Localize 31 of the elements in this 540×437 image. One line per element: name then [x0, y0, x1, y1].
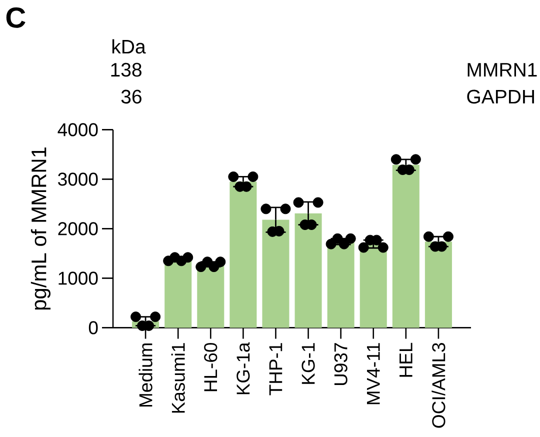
- text: kDa: [112, 39, 146, 54]
- y-tick-label: 4000: [58, 123, 98, 136]
- text: 36: [121, 90, 142, 104]
- y-tick-label: 3000: [58, 172, 98, 186]
- x-tick-label: HEL: [400, 342, 412, 377]
- x-tick-label: U937: [334, 343, 348, 386]
- bar: [327, 242, 354, 328]
- text: C: [6, 7, 26, 28]
- x-tick-label: KG-1a: [236, 342, 250, 394]
- text: GAPDH: [467, 90, 534, 104]
- x-tick-label: Kasumi1: [171, 343, 185, 413]
- bar: [360, 244, 387, 328]
- x-tick-label: THP-1: [269, 343, 282, 396]
- bar: [230, 182, 257, 328]
- x-tick-label: HL-60: [204, 342, 218, 392]
- x-tick-label: KG-1: [302, 343, 315, 384]
- y-tick-label: 0: [88, 321, 98, 334]
- bar: [294, 213, 322, 328]
- y-tick-label: 2000: [58, 222, 98, 236]
- bar: [262, 220, 290, 328]
- y-tick-label: 1000: [58, 272, 98, 285]
- text: MMRN1: [468, 63, 537, 76]
- x-tick-label: MV4-11: [366, 343, 380, 404]
- x-tick-label: Medium: [138, 343, 152, 406]
- bar: [392, 164, 420, 328]
- bar: [197, 264, 224, 328]
- text: 138: [111, 62, 142, 77]
- y-axis-title: pg/mL of MMRN1: [30, 147, 50, 310]
- bar: [424, 242, 452, 328]
- x-tick-label: OCI/AML3: [432, 343, 446, 428]
- bar: [164, 259, 192, 328]
